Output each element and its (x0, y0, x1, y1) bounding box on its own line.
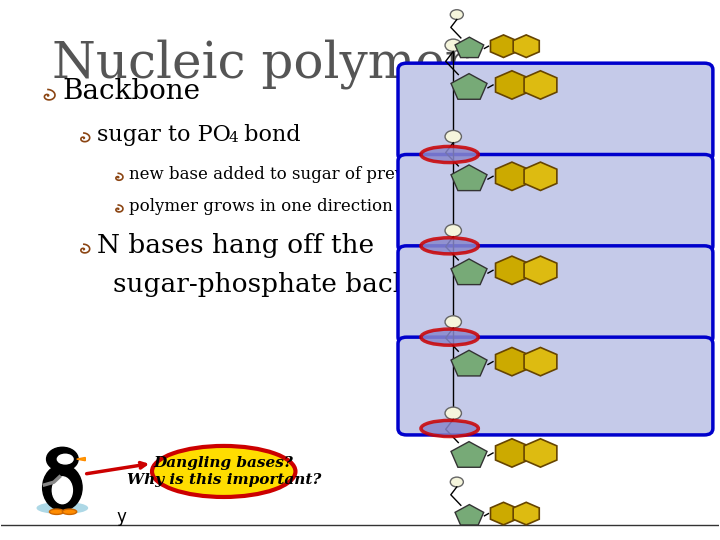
Text: y: y (116, 508, 126, 526)
Polygon shape (524, 439, 557, 467)
Polygon shape (451, 259, 487, 285)
Ellipse shape (58, 454, 73, 464)
Circle shape (450, 477, 464, 487)
Ellipse shape (50, 509, 64, 515)
Ellipse shape (53, 477, 73, 504)
Polygon shape (513, 502, 539, 525)
Polygon shape (495, 439, 528, 467)
Polygon shape (495, 256, 528, 285)
Text: 4: 4 (229, 131, 238, 145)
Circle shape (445, 39, 462, 51)
Ellipse shape (421, 146, 478, 163)
Text: Backbone: Backbone (63, 78, 200, 105)
Circle shape (445, 316, 462, 328)
Polygon shape (495, 162, 528, 191)
Polygon shape (495, 71, 528, 99)
FancyBboxPatch shape (398, 63, 713, 161)
Ellipse shape (37, 503, 87, 514)
Circle shape (445, 131, 462, 143)
Ellipse shape (63, 509, 77, 515)
Polygon shape (490, 502, 516, 525)
Ellipse shape (421, 238, 478, 254)
Text: N bases hang off the: N bases hang off the (96, 233, 374, 258)
Polygon shape (524, 256, 557, 285)
Text: sugar to PO: sugar to PO (96, 124, 230, 146)
FancyBboxPatch shape (398, 337, 713, 435)
FancyBboxPatch shape (398, 154, 713, 252)
Ellipse shape (152, 446, 295, 497)
Circle shape (445, 407, 462, 420)
Polygon shape (451, 73, 487, 99)
Ellipse shape (421, 421, 478, 436)
Polygon shape (455, 504, 484, 525)
Text: bond: bond (237, 124, 300, 146)
Polygon shape (455, 37, 484, 58)
Polygon shape (451, 442, 487, 467)
Polygon shape (490, 35, 516, 57)
Text: polymer grows in one direction: polymer grows in one direction (129, 198, 393, 214)
Circle shape (450, 10, 464, 19)
Polygon shape (451, 165, 487, 191)
Polygon shape (495, 347, 528, 376)
Text: Dangling bases?
Why is this important?: Dangling bases? Why is this important? (127, 456, 321, 487)
Ellipse shape (42, 465, 82, 510)
Circle shape (445, 225, 462, 237)
Text: new base added to sugar of previous base: new base added to sugar of previous base (129, 166, 483, 183)
Polygon shape (513, 35, 539, 57)
Polygon shape (524, 71, 557, 99)
Ellipse shape (421, 329, 478, 345)
Text: Nucleic polymer: Nucleic polymer (52, 39, 468, 89)
Polygon shape (524, 162, 557, 191)
FancyBboxPatch shape (398, 246, 713, 343)
Polygon shape (524, 347, 557, 376)
Polygon shape (77, 457, 85, 461)
Polygon shape (451, 350, 487, 376)
Circle shape (47, 447, 78, 471)
Text: sugar-phosphate backbone: sugar-phosphate backbone (112, 272, 474, 297)
